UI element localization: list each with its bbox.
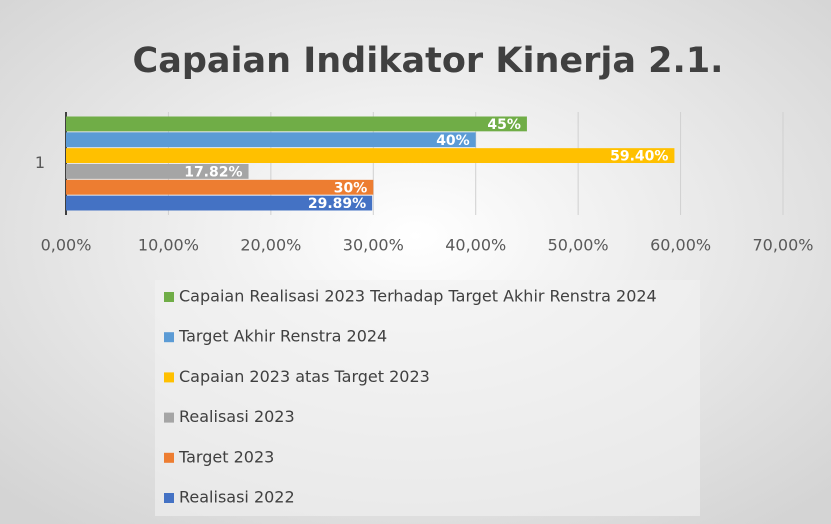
x-tick-label: 10,00% <box>138 236 199 255</box>
chart-title: Capaian Indikator Kinerja 2.1. <box>133 41 724 81</box>
bar <box>66 148 675 163</box>
x-tick-label: 60,00% <box>650 236 711 255</box>
data-label: 29.89% <box>308 196 366 212</box>
x-tick-label: 40,00% <box>445 236 506 255</box>
legend-label: Realisasi 2023 <box>179 407 295 426</box>
legend-label: Target 2023 <box>178 447 274 466</box>
legend-swatch <box>164 493 174 503</box>
bar <box>66 164 249 179</box>
x-tick-label: 20,00% <box>240 236 301 255</box>
x-tick-label: 50,00% <box>548 236 609 255</box>
legend-label: Capaian 2023 atas Target 2023 <box>179 367 430 386</box>
x-tick-label: 0,00% <box>41 236 92 255</box>
bar <box>66 116 527 132</box>
x-tick-label: 30,00% <box>343 236 404 255</box>
y-tick-label: 1 <box>35 153 45 172</box>
data-label: 17.82% <box>184 164 242 180</box>
legend-swatch <box>164 372 174 383</box>
bar <box>66 179 374 195</box>
legend-label: Target Akhir Renstra 2024 <box>178 327 387 346</box>
legend-swatch <box>164 412 174 423</box>
data-label: 30% <box>334 180 368 196</box>
legend-swatch <box>164 332 174 343</box>
data-label: 40% <box>436 133 470 149</box>
bar <box>66 195 373 211</box>
legend-label: Capaian Realisasi 2023 Terhadap Target A… <box>179 287 657 306</box>
legend-swatch <box>164 292 174 302</box>
legend-label: Realisasi 2022 <box>179 488 295 507</box>
data-label: 59.40% <box>610 149 668 165</box>
x-tick-label: 70,00% <box>752 236 813 255</box>
legend-swatch <box>164 452 174 463</box>
legend-box <box>155 280 700 516</box>
data-label: 45% <box>487 117 521 133</box>
bar <box>66 132 476 148</box>
